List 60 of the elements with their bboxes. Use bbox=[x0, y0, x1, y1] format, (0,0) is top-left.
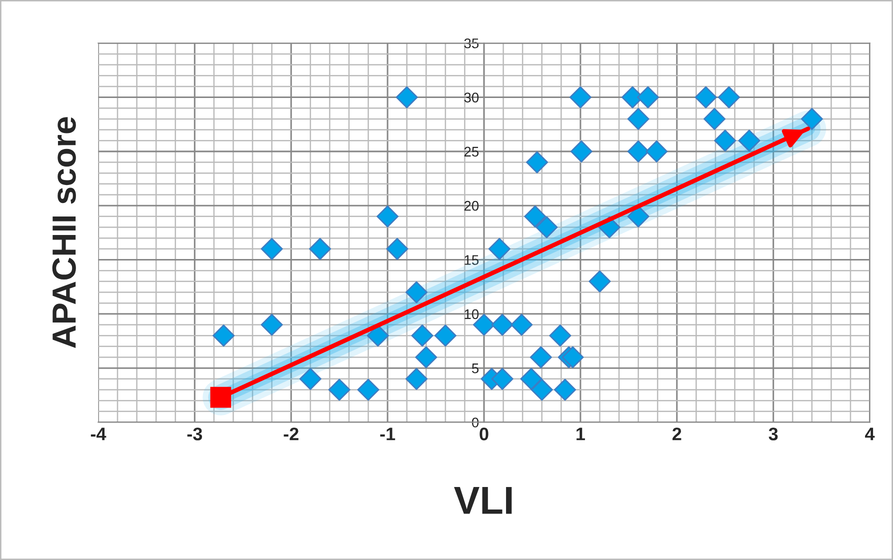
point bbox=[554, 378, 576, 401]
point bbox=[386, 238, 408, 260]
point bbox=[299, 368, 322, 390]
point bbox=[411, 324, 434, 347]
point bbox=[434, 324, 456, 347]
point bbox=[309, 238, 332, 260]
x-tick-label: 2 bbox=[672, 428, 682, 440]
point bbox=[549, 324, 572, 347]
y-tick-label: 20 bbox=[464, 200, 479, 211]
point bbox=[376, 205, 399, 228]
point bbox=[536, 216, 558, 238]
point bbox=[491, 368, 514, 390]
point bbox=[488, 238, 510, 260]
point bbox=[530, 346, 552, 368]
y-axis-title: APACHII score bbox=[52, 117, 76, 348]
y-tick-label: 10 bbox=[464, 309, 479, 320]
x-tick-label: -4 bbox=[90, 428, 106, 440]
point bbox=[694, 86, 717, 108]
point bbox=[718, 86, 740, 108]
point bbox=[406, 368, 428, 390]
x-tick-label: -1 bbox=[380, 428, 396, 440]
y-tick-label: 25 bbox=[464, 146, 479, 157]
point bbox=[260, 238, 283, 260]
point bbox=[524, 205, 546, 228]
x-axis-title: VLI bbox=[454, 487, 512, 514]
y-tick-label: 5 bbox=[472, 364, 479, 374]
point bbox=[636, 86, 659, 108]
y-tick-label: 15 bbox=[464, 255, 479, 265]
point bbox=[627, 108, 650, 130]
point bbox=[396, 86, 418, 108]
point bbox=[570, 140, 592, 162]
point bbox=[526, 151, 548, 174]
point bbox=[406, 281, 428, 304]
point bbox=[415, 346, 438, 368]
point bbox=[212, 324, 235, 347]
point bbox=[357, 378, 380, 401]
x-tick-label: 1 bbox=[576, 428, 585, 440]
point bbox=[646, 140, 668, 162]
point bbox=[510, 314, 533, 336]
point bbox=[520, 368, 542, 390]
x-tick-label: 0 bbox=[480, 428, 488, 440]
point bbox=[627, 140, 650, 162]
x-tick-label: -2 bbox=[284, 428, 298, 440]
y-tick-label: 0 bbox=[472, 418, 479, 428]
x-tick-label: -3 bbox=[187, 428, 202, 440]
y-tick-label: 30 bbox=[464, 92, 479, 102]
point bbox=[562, 346, 584, 368]
point bbox=[260, 314, 283, 336]
x-tick-label: 3 bbox=[768, 428, 778, 440]
point bbox=[491, 314, 514, 336]
point bbox=[366, 324, 389, 347]
point bbox=[530, 378, 553, 401]
point bbox=[328, 378, 350, 401]
x-tick-label: 4 bbox=[865, 428, 875, 440]
point bbox=[704, 108, 726, 130]
point bbox=[800, 108, 823, 130]
point bbox=[714, 130, 736, 152]
point bbox=[588, 270, 611, 292]
point bbox=[738, 130, 760, 152]
point bbox=[569, 86, 592, 108]
